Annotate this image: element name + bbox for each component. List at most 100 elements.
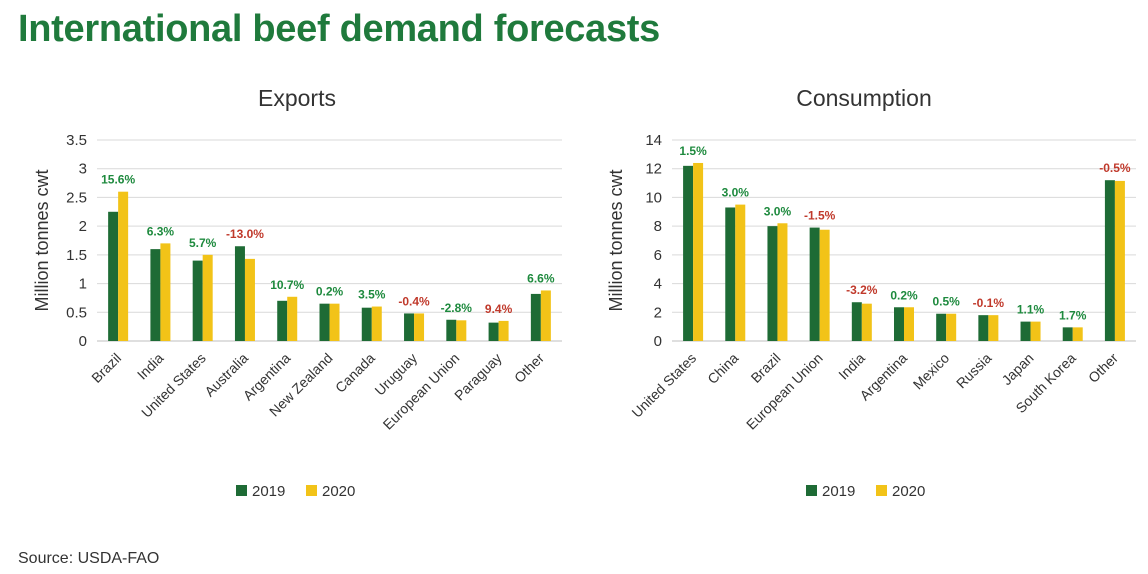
exports-bar-other-2019 bbox=[530, 293, 541, 341]
exports-x-tick-label-canada: Canada bbox=[332, 350, 378, 396]
page-title: International beef demand forecasts bbox=[18, 8, 660, 50]
consumption-legend-label-2020: 2020 bbox=[892, 483, 925, 500]
consumption-legend-swatch-2019 bbox=[806, 485, 817, 496]
exports-bar-india-2020 bbox=[160, 243, 171, 341]
exports-x-tick-label-other: Other bbox=[511, 350, 547, 386]
consumption-bar-european-union-2020 bbox=[819, 229, 830, 341]
source-note: Source: USDA-FAO bbox=[18, 550, 160, 567]
consumption-x-tick-label-japan: Japan bbox=[998, 350, 1036, 388]
exports-bar-canada-2020 bbox=[371, 306, 382, 341]
consumption-chart: Consumption Million tonnes cwt 0 2 4 6 8 10 12 14… bbox=[606, 85, 1136, 500]
exports-change-label-australia: -13.0% bbox=[226, 227, 264, 241]
exports-y-tick-label: 2.5 bbox=[66, 189, 87, 206]
exports-y-tick-label: 3 bbox=[79, 161, 87, 178]
consumption-x-tick-label-brazil: Brazil bbox=[748, 350, 784, 386]
consumption-bar-china-2019 bbox=[725, 207, 736, 341]
consumption-y-tick-label: 0 bbox=[654, 333, 662, 350]
exports-x-tick-label-european-union: European Union bbox=[380, 350, 463, 433]
exports-change-label-uruguay: -0.4% bbox=[398, 294, 430, 308]
exports-bar-other-2020 bbox=[540, 290, 551, 341]
consumption-bar-other-2019 bbox=[1104, 180, 1115, 341]
consumption-change-label-russia: -0.1% bbox=[973, 296, 1005, 310]
consumption-bar-india-2019 bbox=[851, 302, 862, 341]
consumption-bar-other-2020 bbox=[1114, 180, 1125, 341]
consumption-x-tick-label-united-states: United States bbox=[628, 350, 699, 421]
consumption-bar-russia-2020 bbox=[988, 315, 999, 341]
exports-bar-brazil-2020 bbox=[118, 191, 129, 341]
consumption-change-label-other: -0.5% bbox=[1099, 161, 1131, 175]
consumption-bar-japan-2020 bbox=[1030, 321, 1041, 341]
consumption-change-label-south-korea: 1.7% bbox=[1059, 308, 1087, 322]
consumption-bar-brazil-2019 bbox=[767, 226, 778, 341]
consumption-bar-russia-2019 bbox=[978, 315, 989, 341]
consumption-x-tick-label-other: Other bbox=[1085, 350, 1121, 386]
consumption-change-label-united-states: 1.5% bbox=[679, 144, 707, 158]
consumption-legend-swatch-2020 bbox=[876, 485, 887, 496]
exports-change-label-india: 6.3% bbox=[147, 224, 175, 238]
exports-bar-united-states-2019 bbox=[192, 260, 203, 341]
exports-bar-paraguay-2020 bbox=[498, 320, 509, 341]
exports-change-label-other: 6.6% bbox=[527, 271, 555, 285]
consumption-y-tick-label: 4 bbox=[654, 276, 662, 293]
exports-bar-uruguay-2020 bbox=[414, 313, 425, 341]
exports-change-label-argentina: 10.7% bbox=[270, 278, 304, 292]
exports-chart: Exports Million tonnes cwt 0 0.5 1 1.5 2 2.5 3 3.… bbox=[32, 85, 562, 500]
consumption-bar-united-states-2020 bbox=[693, 162, 704, 341]
consumption-bar-japan-2019 bbox=[1020, 321, 1031, 341]
consumption-change-label-brazil: 3.0% bbox=[764, 204, 792, 218]
exports-bar-new-zealand-2020 bbox=[329, 303, 340, 341]
consumption-change-label-argentina: 0.2% bbox=[890, 288, 918, 302]
consumption-bar-argentina-2020 bbox=[904, 307, 914, 341]
exports-legend-label-2019: 2019 bbox=[252, 483, 285, 500]
consumption-x-tick-label-european-union: European Union bbox=[743, 350, 826, 433]
exports-change-label-new-zealand: 0.2% bbox=[316, 285, 344, 299]
consumption-bar-south-korea-2019 bbox=[1062, 327, 1073, 341]
exports-legend-swatch-2020 bbox=[306, 485, 317, 496]
exports-bar-argentina-2019 bbox=[277, 300, 288, 341]
consumption-change-label-india: -3.2% bbox=[846, 283, 878, 297]
consumption-change-label-japan: 1.1% bbox=[1017, 303, 1045, 317]
consumption-change-label-china: 3.0% bbox=[722, 186, 750, 200]
exports-bar-india-2019 bbox=[150, 249, 161, 341]
exports-y-tick-label: 0 bbox=[79, 333, 87, 350]
exports-x-tick-label-india: India bbox=[134, 350, 167, 383]
exports-y-axis-label: Million tonnes cwt bbox=[32, 169, 52, 311]
exports-change-label-canada: 3.5% bbox=[358, 288, 386, 302]
consumption-y-tick-label: 2 bbox=[654, 304, 662, 321]
consumption-legend-label-2019: 2019 bbox=[822, 483, 855, 500]
consumption-chart-title: Consumption bbox=[796, 85, 932, 111]
exports-bar-argentina-2020 bbox=[287, 296, 298, 341]
exports-bar-european-union-2019 bbox=[446, 319, 457, 341]
exports-bar-new-zealand-2019 bbox=[319, 303, 330, 341]
consumption-bar-south-korea-2020 bbox=[1072, 327, 1083, 341]
consumption-bar-china-2020 bbox=[735, 204, 746, 341]
exports-bar-canada-2019 bbox=[361, 307, 372, 341]
consumption-y-tick-label: 6 bbox=[654, 247, 662, 264]
consumption-bar-brazil-2020 bbox=[777, 223, 788, 341]
consumption-y-tick-label: 8 bbox=[654, 218, 662, 235]
exports-change-label-united-states: 5.7% bbox=[189, 236, 217, 250]
consumption-change-label-european-union: -1.5% bbox=[804, 209, 836, 223]
consumption-x-tick-label-china: China bbox=[704, 350, 741, 387]
consumption-bar-european-union-2019 bbox=[809, 227, 820, 341]
exports-x-tick-label-brazil: Brazil bbox=[88, 350, 124, 386]
exports-legend-swatch-2019 bbox=[236, 485, 247, 496]
exports-change-label-brazil: 15.6% bbox=[101, 173, 135, 187]
exports-bar-united-states-2020 bbox=[202, 254, 213, 341]
consumption-y-tick-label: 14 bbox=[645, 132, 662, 149]
exports-change-label-paraguay: 9.4% bbox=[485, 302, 513, 316]
consumption-y-tick-label: 10 bbox=[645, 189, 662, 206]
exports-bar-australia-2019 bbox=[234, 246, 245, 341]
consumption-x-tick-label-russia: Russia bbox=[953, 350, 995, 392]
exports-y-tick-label: 0.5 bbox=[66, 304, 87, 321]
exports-bar-brazil-2019 bbox=[108, 211, 119, 341]
exports-change-label-european-union: -2.8% bbox=[441, 301, 473, 315]
consumption-x-tick-label-india: India bbox=[835, 350, 868, 383]
exports-chart-title: Exports bbox=[258, 85, 336, 111]
exports-bar-european-union-2020 bbox=[456, 320, 467, 341]
exports-bar-australia-2020 bbox=[244, 258, 255, 341]
consumption-x-tick-label-mexico: Mexico bbox=[910, 350, 953, 393]
consumption-y-tick-label: 12 bbox=[645, 161, 662, 178]
consumption-bar-argentina-2019 bbox=[894, 307, 904, 341]
exports-y-tick-label: 2 bbox=[79, 218, 87, 235]
